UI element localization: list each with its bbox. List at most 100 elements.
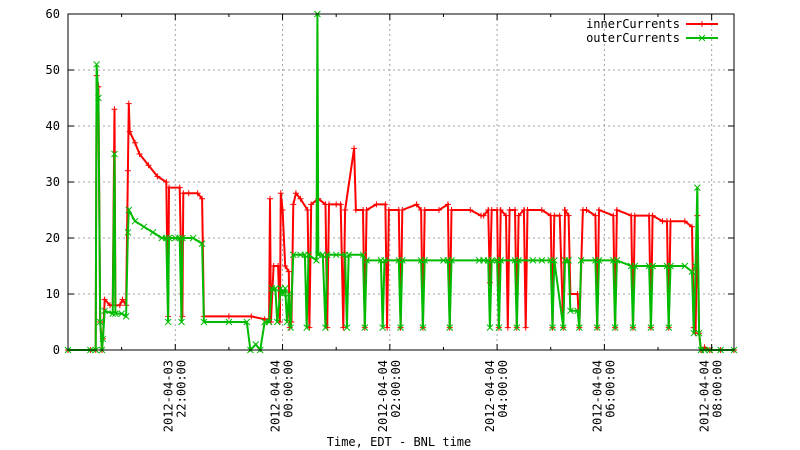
data-point-outerCurrents bbox=[446, 324, 454, 331]
data-point-outerCurrents bbox=[398, 257, 406, 264]
data-point-outerCurrents bbox=[611, 324, 619, 331]
data-point-outerCurrents bbox=[131, 217, 139, 225]
data-point-outerCurrents bbox=[421, 257, 429, 264]
data-point-innerCurrents bbox=[275, 263, 282, 269]
data-point-outerCurrents bbox=[265, 318, 273, 326]
data-point-innerCurrents bbox=[124, 167, 131, 174]
data-point-innerCurrents bbox=[522, 324, 529, 331]
data-point-outerCurrents bbox=[681, 262, 689, 270]
data-point-innerCurrents bbox=[185, 190, 192, 197]
data-point-outerCurrents bbox=[577, 257, 585, 264]
x-tick-label: 2012-04-03 22:00:00 bbox=[161, 360, 188, 432]
data-point-outerCurrents bbox=[690, 329, 698, 337]
data-point-innerCurrents bbox=[384, 324, 391, 331]
data-point-innerCurrents bbox=[421, 207, 428, 213]
data-point-innerCurrents bbox=[351, 145, 358, 152]
legend-label-outerCurrents: outerCurrents bbox=[586, 31, 680, 45]
data-point-innerCurrents bbox=[444, 201, 451, 208]
data-point-outerCurrents bbox=[165, 234, 173, 242]
data-point-innerCurrents bbox=[132, 139, 139, 146]
data-point-outerCurrents bbox=[559, 324, 567, 331]
y-tick-label: 40 bbox=[46, 119, 60, 133]
data-point-innerCurrents bbox=[503, 212, 510, 219]
data-point-innerCurrents bbox=[342, 207, 349, 213]
x-tick-label: 2012-04-04 02:00:00 bbox=[376, 360, 403, 432]
y-tick-label: 60 bbox=[46, 7, 60, 21]
data-point-innerCurrents bbox=[176, 184, 183, 191]
x-tick-date: 2012-04-04 bbox=[590, 360, 604, 432]
data-point-innerCurrents bbox=[145, 162, 152, 169]
data-point-outerCurrents bbox=[379, 324, 387, 331]
data-point-innerCurrents bbox=[399, 207, 406, 213]
data-point-outerCurrents bbox=[305, 251, 312, 259]
data-point-innerCurrents bbox=[154, 173, 161, 180]
data-point-innerCurrents bbox=[613, 207, 620, 213]
data-point-outerCurrents bbox=[361, 324, 369, 331]
data-point-outerCurrents bbox=[125, 206, 133, 214]
data-point-innerCurrents bbox=[352, 207, 359, 213]
data-point-innerCurrents bbox=[562, 207, 569, 213]
data-point-outerCurrents bbox=[631, 262, 639, 270]
data-point-outerCurrents bbox=[486, 324, 494, 331]
data-point-innerCurrents bbox=[279, 207, 286, 213]
data-point-outerCurrents bbox=[279, 290, 286, 298]
data-point-outerCurrents bbox=[667, 262, 674, 270]
data-point-outerCurrents bbox=[593, 324, 601, 331]
data-point-outerCurrents bbox=[649, 262, 657, 270]
data-point-innerCurrents bbox=[163, 179, 170, 185]
x-tick-label: 2012-04-04 00:00:00 bbox=[269, 360, 296, 432]
x-tick-label: 2012-04-04 04:00:00 bbox=[483, 360, 510, 432]
data-point-outerCurrents bbox=[162, 234, 170, 242]
data-point-outerCurrents bbox=[140, 223, 148, 231]
data-point-innerCurrents bbox=[480, 212, 487, 219]
data-point-outerCurrents bbox=[178, 318, 185, 326]
data-point-innerCurrents bbox=[565, 212, 572, 219]
x-tick-date: 2012-04-04 bbox=[698, 360, 712, 432]
data-point-outerCurrents bbox=[688, 268, 696, 275]
data-point-outerCurrents bbox=[692, 262, 699, 270]
data-point-outerCurrents bbox=[109, 310, 117, 317]
data-point-innerCurrents bbox=[304, 207, 311, 213]
data-point-outerCurrents bbox=[397, 324, 404, 331]
y-tick-label: 30 bbox=[46, 175, 60, 189]
data-point-outerCurrents bbox=[665, 324, 673, 331]
data-point-outerCurrents bbox=[200, 318, 208, 326]
data-point-outerCurrents bbox=[243, 318, 251, 326]
x-axis-title: Time, EDT - BNL time bbox=[327, 435, 472, 449]
data-point-outerCurrents bbox=[101, 307, 109, 315]
data-point-innerCurrents bbox=[194, 190, 201, 197]
data-point-outerCurrents bbox=[495, 324, 503, 331]
data-point-innerCurrents bbox=[497, 207, 504, 213]
data-point-outerCurrents bbox=[529, 257, 537, 264]
data-point-innerCurrents bbox=[413, 201, 420, 208]
x-tick-date: 2012-04-04 bbox=[483, 360, 497, 432]
data-point-outerCurrents bbox=[488, 257, 496, 264]
y-tick-label: 50 bbox=[46, 63, 60, 77]
data-point-innerCurrents bbox=[363, 207, 370, 213]
series-line-outerCurrents bbox=[68, 13, 734, 353]
legend-label-innerCurrents: innerCurrents bbox=[586, 17, 680, 31]
data-point-outerCurrents bbox=[515, 257, 522, 264]
data-point-innerCurrents bbox=[506, 207, 513, 213]
data-point-outerCurrents bbox=[419, 324, 427, 331]
data-point-innerCurrents bbox=[448, 207, 455, 213]
data-point-innerCurrents bbox=[292, 190, 299, 197]
data-point-outerCurrents bbox=[95, 94, 102, 102]
data-point-outerCurrents bbox=[323, 251, 331, 259]
y-tick-label: 0 bbox=[53, 343, 60, 357]
x-tick-date: 2012-04-04 bbox=[269, 360, 283, 432]
data-point-outerCurrents bbox=[112, 310, 119, 317]
data-point-outerCurrents bbox=[252, 341, 260, 348]
data-point-innerCurrents bbox=[511, 207, 518, 213]
data-point-outerCurrents bbox=[613, 257, 621, 264]
data-point-innerCurrents bbox=[435, 207, 442, 213]
data-point-outerCurrents bbox=[287, 324, 294, 331]
data-point-outerCurrents bbox=[285, 290, 293, 298]
data-point-innerCurrents bbox=[649, 212, 656, 219]
data-point-innerCurrents bbox=[267, 195, 274, 202]
x-tick-date: 2012-04-03 bbox=[161, 360, 175, 432]
x-tick-time: 22:00:00 bbox=[174, 360, 188, 418]
data-point-innerCurrents bbox=[136, 151, 143, 157]
data-point-outerCurrents bbox=[332, 251, 340, 259]
